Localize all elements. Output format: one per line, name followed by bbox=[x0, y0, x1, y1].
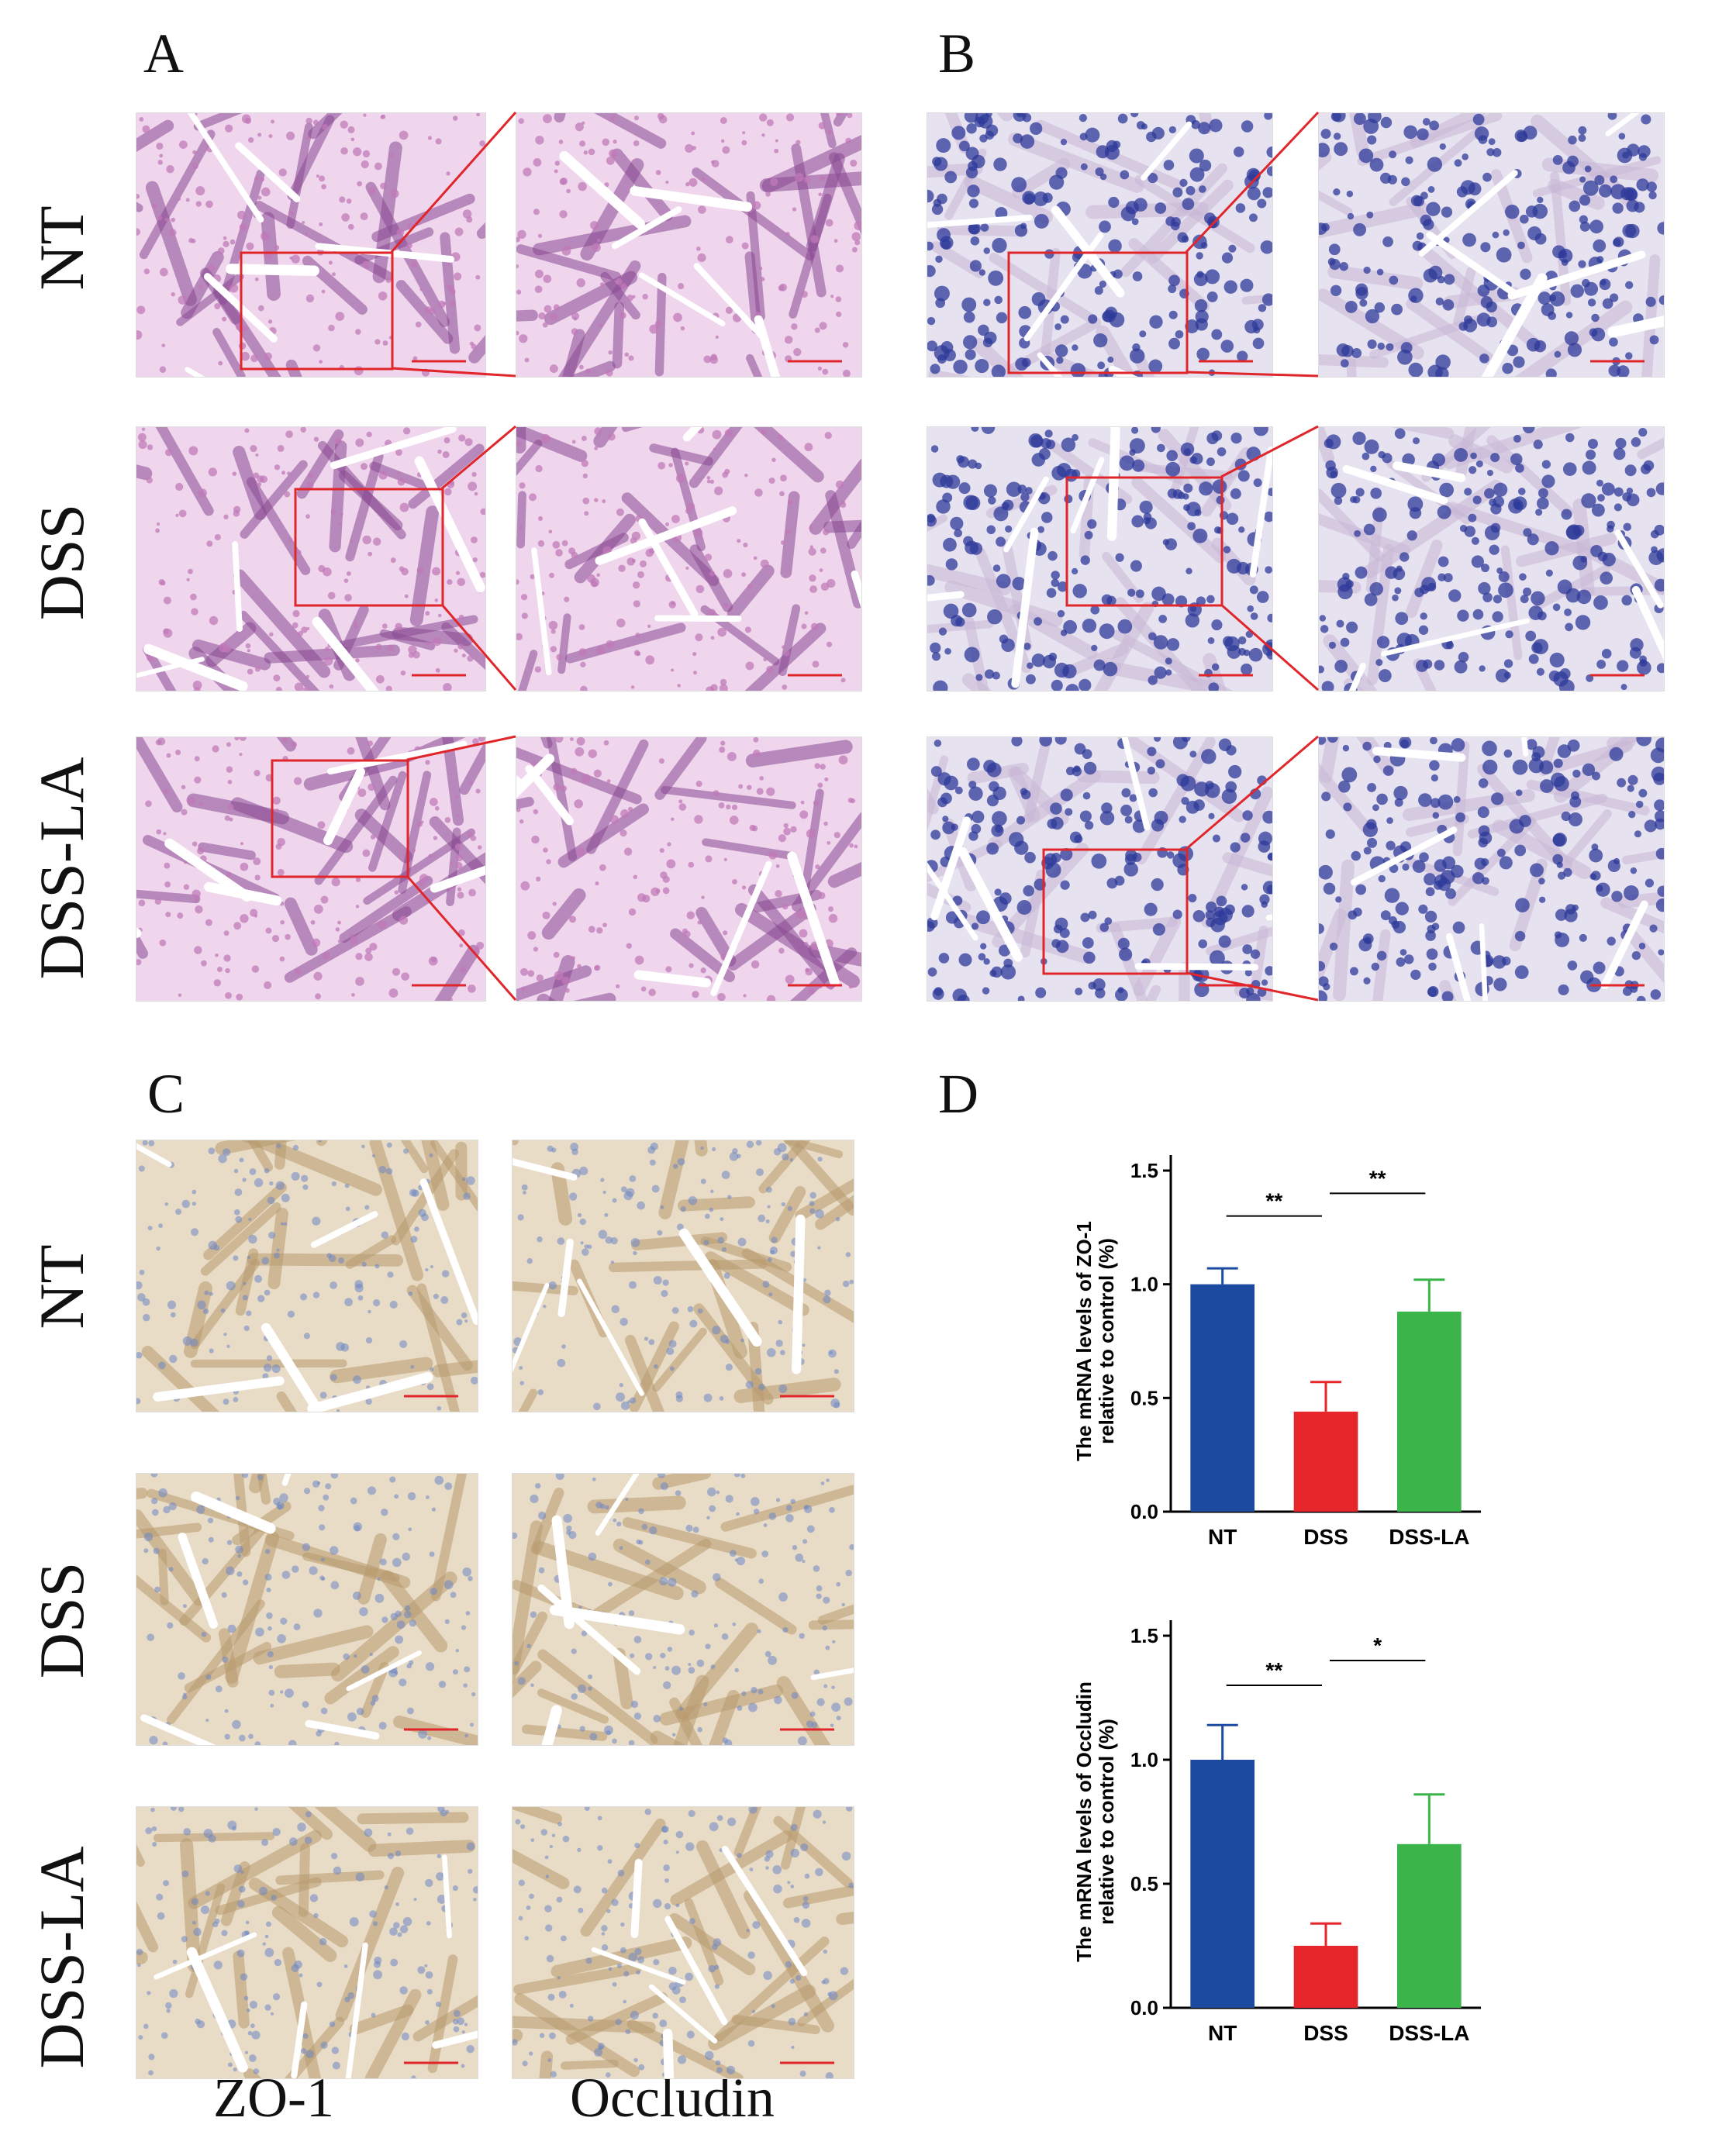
ab-zoom-nt bbox=[1318, 112, 1665, 378]
significance-label: ** bbox=[1265, 1189, 1282, 1213]
chart-ylabel: The mRNA levels of Occludinrelative to c… bbox=[1072, 1681, 1118, 1962]
ihc-zo1-dss-la bbox=[136, 1806, 478, 2079]
x-tick-label: DSS bbox=[1303, 2021, 1348, 2045]
ab-overview-dss-la bbox=[927, 736, 1273, 1002]
bar-nt bbox=[1190, 1284, 1255, 1512]
y-tick-label: 0.5 bbox=[1130, 1386, 1158, 1409]
row-label-c-dss-la: DSS-LA bbox=[26, 1846, 97, 2069]
panel-label-d: D bbox=[938, 1063, 978, 1125]
panel-label-b: B bbox=[938, 22, 976, 84]
row-label-nt: NT bbox=[26, 205, 97, 291]
bar-dss-la bbox=[1397, 1843, 1462, 2008]
ab-overview-nt bbox=[927, 112, 1273, 378]
ab-zoom-dss bbox=[1318, 426, 1665, 691]
he-zoom-dss-la bbox=[516, 736, 862, 1002]
ihc-zo1-nt bbox=[136, 1140, 478, 1412]
chart-occludin: The mRNA levels of Occludinrelative to c… bbox=[1054, 1605, 1489, 2070]
panel-label-c: C bbox=[147, 1063, 185, 1125]
ihc-zo1-dss bbox=[136, 1473, 478, 1746]
he-zoom-dss bbox=[516, 426, 862, 691]
he-overview-dss bbox=[136, 426, 486, 691]
panel-label-a: A bbox=[143, 22, 184, 84]
ihc-occludin-dss bbox=[512, 1473, 854, 1746]
ihc-occludin-dss-la bbox=[512, 1806, 854, 2079]
y-tick-label: 0.0 bbox=[1130, 1996, 1158, 2019]
he-zoom-nt bbox=[516, 112, 862, 378]
significance-label: ** bbox=[1265, 1658, 1282, 1682]
y-tick-label: 1.5 bbox=[1130, 1624, 1158, 1647]
significance-label: ** bbox=[1369, 1166, 1386, 1190]
ihc-occludin-nt bbox=[512, 1140, 854, 1412]
significance-label: * bbox=[1373, 1633, 1382, 1657]
row-label-dss-la: DSS-LA bbox=[26, 757, 97, 980]
he-overview-dss-la bbox=[136, 736, 486, 1002]
row-label-c-dss: DSS bbox=[26, 1561, 97, 1679]
he-overview-nt bbox=[136, 112, 486, 378]
y-tick-label: 1.0 bbox=[1130, 1273, 1158, 1296]
x-tick-label: DSS-LA bbox=[1389, 2021, 1469, 2045]
x-tick-label: NT bbox=[1208, 1525, 1237, 1549]
chart-zo1: The mRNA levels of ZO-1relative to contr… bbox=[1054, 1140, 1489, 1574]
ab-overview-dss bbox=[927, 426, 1273, 691]
bar-dss bbox=[1293, 1411, 1358, 1512]
x-tick-label: DSS-LA bbox=[1389, 1525, 1469, 1549]
chart-ylabel: The mRNA levels of ZO-1relative to contr… bbox=[1072, 1221, 1118, 1461]
row-label-dss: DSS bbox=[26, 503, 97, 621]
x-tick-label: DSS bbox=[1303, 1525, 1348, 1549]
bar-dss bbox=[1293, 1946, 1358, 2008]
y-tick-label: 1.0 bbox=[1130, 1748, 1158, 1771]
row-label-c-nt: NT bbox=[26, 1244, 97, 1329]
ab-zoom-dss-la bbox=[1318, 736, 1665, 1002]
y-tick-label: 0.5 bbox=[1130, 1872, 1158, 1895]
y-tick-label: 0.0 bbox=[1130, 1500, 1158, 1523]
bar-dss-la bbox=[1397, 1311, 1462, 1512]
bar-nt bbox=[1190, 1760, 1255, 2008]
y-tick-label: 1.5 bbox=[1130, 1159, 1158, 1182]
x-tick-label: NT bbox=[1208, 2021, 1237, 2045]
